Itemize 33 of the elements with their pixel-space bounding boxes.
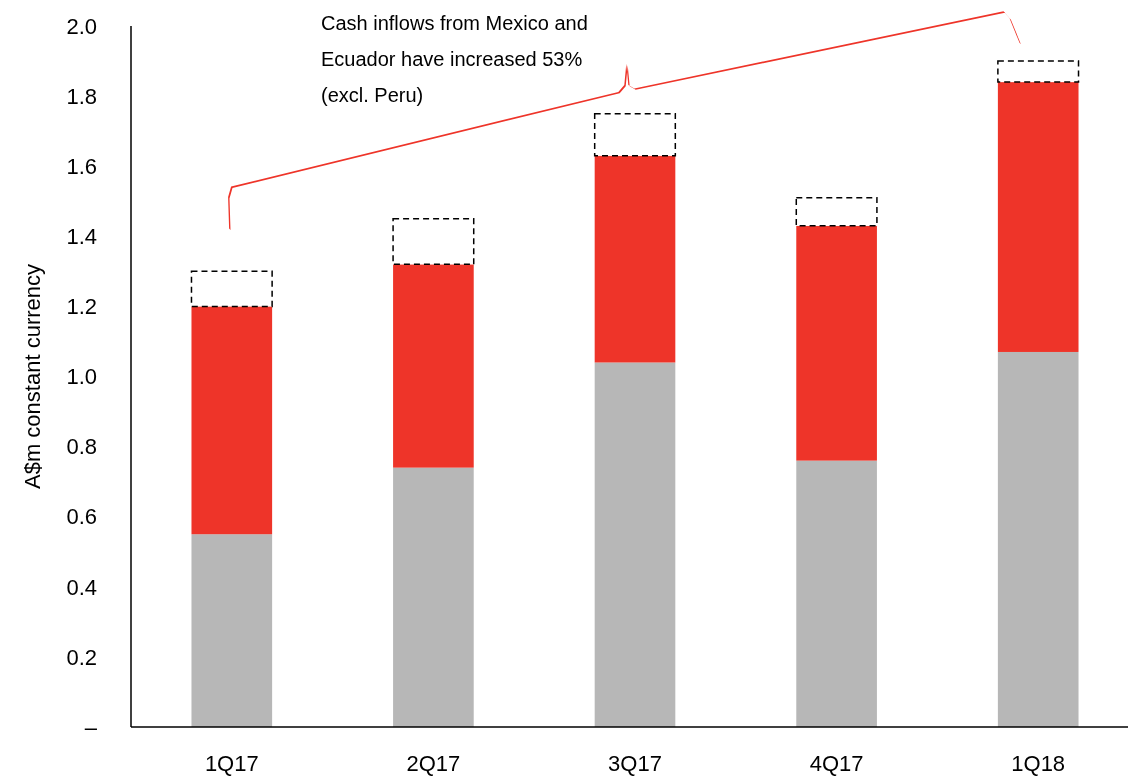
bar	[997, 351, 1079, 727]
bar	[796, 460, 877, 727]
y-tick-label: 0.6	[66, 504, 97, 530]
y-axis-title: A$m constant currency	[20, 264, 45, 489]
bar	[997, 60, 1080, 83]
bar	[594, 155, 676, 363]
x-tick-label: 1Q17	[204, 751, 259, 776]
bar	[393, 467, 474, 727]
y-tick-label: 0.4	[66, 574, 97, 600]
y-tick-label: 1.0	[66, 364, 97, 390]
bar	[594, 362, 676, 727]
bar	[392, 218, 475, 266]
y-tick-label: 1.4	[66, 224, 97, 249]
bar	[795, 197, 878, 227]
y-tick-label: 1.8	[66, 83, 97, 109]
x-tick-label: 2Q17	[406, 751, 461, 776]
bar	[593, 112, 677, 157]
x-tick-label: 3Q17	[608, 751, 662, 776]
bar	[191, 534, 273, 727]
y-tick-label: 1.6	[66, 153, 97, 179]
bar	[997, 82, 1079, 352]
x-tick-label: 1Q18	[1011, 751, 1066, 776]
y-tick-label: –	[84, 714, 98, 740]
y-tick-label: 0.8	[66, 434, 97, 460]
bar	[393, 264, 474, 468]
y-tick-label: 0.2	[66, 644, 97, 670]
bar	[796, 225, 877, 461]
y-tick-label: 2.0	[66, 13, 97, 39]
bar	[191, 306, 273, 535]
y-tick-label: 1.2	[66, 294, 97, 320]
annotation: Cash inflows from Mexico and Ecuador have increased 53% (excl. Peru)	[321, 12, 588, 106]
bar	[190, 270, 273, 308]
x-tick-label: 4Q17	[809, 751, 864, 776]
